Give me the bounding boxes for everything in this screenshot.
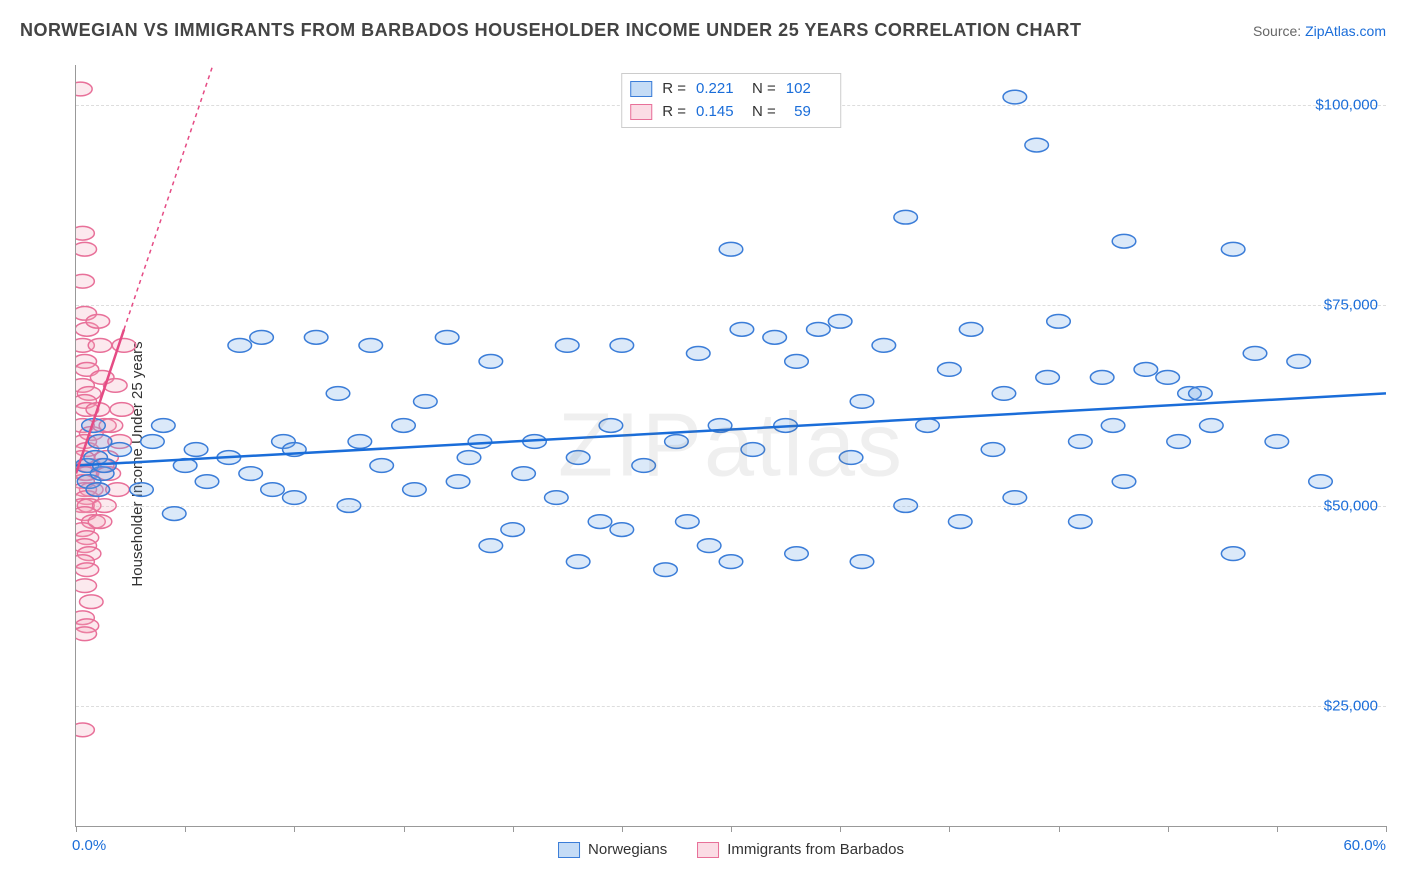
x-tick [1059,826,1060,832]
source-link[interactable]: ZipAtlas.com [1305,23,1386,39]
legend-swatch-0 [630,81,652,97]
x-tick [76,826,77,832]
x-tick [622,826,623,832]
x-tick [294,826,295,832]
chart-title: NORWEGIAN VS IMMIGRANTS FROM BARBADOS HO… [20,20,1082,41]
legend-item-label-1: Immigrants from Barbados [727,841,904,858]
x-tick [185,826,186,832]
legend-n-label: N = [752,78,776,101]
x-tick [1386,826,1387,832]
legend-item-1: Immigrants from Barbados [697,841,904,858]
legend-r-label: R = [662,78,686,101]
x-tick [949,826,950,832]
plot-area: ZIPatlas R = 0.221 N = 102 R = 0.145 N =… [75,65,1386,827]
regression-line [76,329,124,473]
legend-item-0: Norwegians [558,841,667,858]
legend-r-value-1: 0.145 [696,101,742,124]
legend-n-value-1: 59 [786,101,832,124]
chart-header: NORWEGIAN VS IMMIGRANTS FROM BARBADOS HO… [20,20,1386,41]
x-tick [1277,826,1278,832]
legend-n-label: N = [752,101,776,124]
legend-swatch-1 [630,104,652,120]
x-max-label: 60.0% [1343,837,1386,854]
regression-line [124,65,251,329]
legend-r-label: R = [662,101,686,124]
x-tick [731,826,732,832]
legend-series: Norwegians Immigrants from Barbados [558,841,904,858]
x-min-label: 0.0% [72,837,106,854]
legend-n-value-0: 102 [786,78,832,101]
legend-swatch-icon [558,842,580,858]
regression-layer [76,65,1386,826]
legend-stats: R = 0.221 N = 102 R = 0.145 N = 59 [621,73,841,128]
x-tick [404,826,405,832]
regression-line [76,393,1386,465]
legend-item-label-0: Norwegians [588,841,667,858]
x-tick [1168,826,1169,832]
x-tick [513,826,514,832]
chart-container: Householder Income Under 25 years ZIPatl… [20,55,1386,872]
legend-stats-row-1: R = 0.145 N = 59 [630,101,832,124]
legend-r-value-0: 0.221 [696,78,742,101]
x-tick [840,826,841,832]
legend-stats-row-0: R = 0.221 N = 102 [630,78,832,101]
source-prefix: Source: [1253,23,1305,39]
legend-swatch-icon [697,842,719,858]
source-credit: Source: ZipAtlas.com [1253,23,1386,39]
